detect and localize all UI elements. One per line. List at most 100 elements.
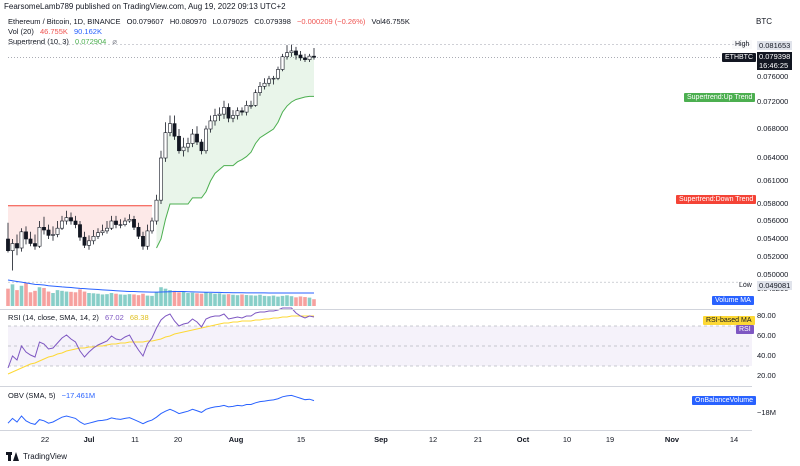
candle-body — [78, 224, 82, 238]
pane-divider[interactable] — [0, 386, 752, 387]
supertrend-legend[interactable]: Supertrend (10, 3) 0.072904 ⌀ — [8, 37, 121, 46]
candle-body — [181, 146, 186, 152]
volume-bar — [280, 295, 285, 306]
candle-body — [105, 227, 109, 232]
obv-legend[interactable]: OBV (SMA, 5) −17.461M — [8, 391, 99, 400]
obv-line — [7, 394, 315, 425]
rsi-tick-label: 20.00 — [757, 371, 776, 380]
volume-bar — [109, 293, 114, 306]
ohlc-close: C0.079398 — [254, 17, 291, 26]
volume-bar — [105, 294, 109, 306]
volume-bar — [154, 292, 159, 306]
volume-bar — [42, 287, 46, 306]
price-tick-label: 0.064000 — [757, 153, 789, 162]
bar-countdown: 16:46:25 — [759, 61, 789, 70]
volume-bar — [186, 293, 190, 306]
rsi-ma-line — [7, 315, 314, 375]
candle-body — [177, 135, 181, 152]
time-tick-label: 20 — [173, 435, 183, 444]
candle-body — [217, 113, 222, 116]
volume-bar — [208, 293, 213, 306]
rsi-legend[interactable]: RSI (14, close, SMA, 14, 2) 67.02 68.38 — [8, 313, 153, 322]
candle-body — [199, 141, 204, 152]
candle-body — [127, 219, 132, 222]
pane-divider[interactable] — [0, 309, 752, 310]
ohlc-change: −0.000209 (−0.26%) — [297, 17, 366, 26]
settings-icon[interactable]: ⌀ — [112, 37, 117, 46]
candle-body — [109, 220, 114, 229]
symbol-title: Ethereum / Bitcoin, 1D, BINANCE — [8, 17, 121, 26]
candle-body — [37, 227, 42, 247]
volume-bar — [55, 290, 60, 306]
high-value: 0.081653 — [757, 41, 793, 50]
candle-body — [213, 115, 217, 122]
time-tick-label: 21 — [473, 435, 483, 444]
volume-bar — [177, 292, 181, 306]
volume-bar — [10, 284, 15, 306]
candle-body — [51, 234, 55, 236]
volume-bar — [235, 295, 240, 306]
volume-bar — [204, 292, 208, 306]
volume-bar — [46, 291, 51, 306]
candle-body — [96, 232, 100, 237]
time-tick-label: 10 — [562, 435, 572, 444]
volume-legend[interactable]: Vol (20) 46.755K 90.162K — [8, 27, 106, 36]
price-tick-label: 0.054000 — [757, 234, 789, 243]
candle-body — [24, 231, 28, 240]
candle-body — [226, 107, 231, 119]
volume-bar — [253, 295, 258, 306]
time-tick-label: Nov — [664, 435, 680, 444]
volume-bar — [28, 292, 33, 306]
candle-body — [136, 227, 141, 237]
time-tick-label: Sep — [374, 435, 388, 444]
candle-body — [186, 143, 190, 148]
supertrend-title: Supertrend (10, 3) — [8, 37, 69, 46]
candle-body — [132, 219, 136, 228]
candle-body — [222, 107, 226, 115]
low-label: Low — [739, 282, 752, 289]
supertrend-up-tag: Supertrend:Up Trend — [684, 93, 756, 102]
symbol-tag: ETHBTC — [722, 53, 756, 62]
candle-body — [118, 224, 123, 226]
volume-bar — [172, 290, 177, 306]
rsi-tick-label: 60.00 — [757, 331, 776, 340]
candle-body — [123, 220, 127, 225]
volume-bar — [91, 293, 96, 306]
footer-brand: TradingView — [23, 452, 68, 461]
candle-body — [64, 217, 69, 222]
time-tick-label: Jul — [83, 435, 95, 444]
candle-body — [82, 236, 87, 246]
time-tick-label: 11 — [131, 435, 139, 444]
candle-body — [195, 133, 199, 143]
footer[interactable]: TradingView — [6, 452, 67, 461]
candle-body — [249, 105, 253, 107]
volume-bar — [258, 294, 262, 306]
volume-ma-line — [7, 279, 314, 294]
volume-bar — [141, 293, 145, 306]
symbol-legend[interactable]: Ethereum / Bitcoin, 1D, BINANCE O0.07960… — [8, 17, 414, 26]
time-tick-label: 22 — [40, 435, 50, 444]
volume-bar — [87, 293, 91, 306]
price-tick-label: 0.072000 — [757, 97, 789, 106]
supertrend-down-tag: Supertrend:Down Trend — [676, 195, 757, 204]
price-tick-label: 0.050000 — [757, 270, 789, 279]
obv-title: OBV (SMA, 5) — [8, 391, 56, 400]
supertrend-up-fill — [156, 51, 314, 248]
candle-body — [294, 50, 298, 56]
supertrend-value: 0.072904 — [74, 37, 107, 46]
candle-body — [240, 110, 244, 113]
rsi-ma-tag: RSI-based MA — [703, 316, 755, 325]
low-value: 0.049081 — [757, 281, 793, 290]
price-tick-label: 0.076000 — [757, 72, 789, 81]
volume-bar — [244, 295, 249, 306]
candle-body — [303, 57, 307, 60]
candle-body — [204, 128, 208, 152]
volume-bar — [136, 295, 141, 306]
volume-bar — [69, 291, 73, 306]
volume-bar — [96, 293, 100, 306]
volume-bar — [222, 294, 226, 306]
candle-body — [73, 220, 78, 225]
candle-body — [276, 69, 280, 79]
price-tick-label: 0.052000 — [757, 252, 789, 261]
